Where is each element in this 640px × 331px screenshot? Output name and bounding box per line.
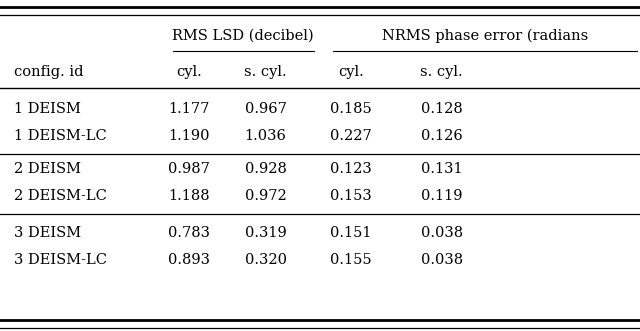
Text: config. id: config. id	[14, 65, 84, 79]
Text: s. cyl.: s. cyl.	[244, 65, 287, 79]
Text: s. cyl.: s. cyl.	[420, 65, 463, 79]
Text: 0.151: 0.151	[330, 226, 371, 240]
Text: 1.188: 1.188	[168, 189, 210, 203]
Text: 3 DEISM: 3 DEISM	[14, 226, 81, 240]
Text: RMS LSD (decibel): RMS LSD (decibel)	[172, 29, 314, 43]
Text: 0.038: 0.038	[420, 254, 463, 267]
Text: 3 DEISM-LC: 3 DEISM-LC	[14, 254, 107, 267]
Text: 0.227: 0.227	[330, 129, 372, 143]
Text: 0.783: 0.783	[168, 226, 210, 240]
Text: 0.128: 0.128	[420, 102, 463, 116]
Text: 0.320: 0.320	[244, 254, 287, 267]
Text: 0.928: 0.928	[244, 162, 287, 176]
Text: cyl.: cyl.	[176, 65, 202, 79]
Text: NRMS phase error (radians: NRMS phase error (radians	[381, 28, 588, 43]
Text: cyl.: cyl.	[338, 65, 364, 79]
Text: 0.126: 0.126	[420, 129, 463, 143]
Text: 0.893: 0.893	[168, 254, 210, 267]
Text: 0.123: 0.123	[330, 162, 372, 176]
Text: 0.119: 0.119	[421, 189, 462, 203]
Text: 2 DEISM: 2 DEISM	[14, 162, 81, 176]
Text: 1 DEISM: 1 DEISM	[14, 102, 81, 116]
Text: 0.967: 0.967	[244, 102, 287, 116]
Text: 0.038: 0.038	[420, 226, 463, 240]
Text: 1.036: 1.036	[244, 129, 287, 143]
Text: 0.185: 0.185	[330, 102, 372, 116]
Text: 2 DEISM-LC: 2 DEISM-LC	[14, 189, 107, 203]
Text: 0.155: 0.155	[330, 254, 372, 267]
Text: 1.190: 1.190	[168, 129, 209, 143]
Text: 0.319: 0.319	[244, 226, 287, 240]
Text: 1.177: 1.177	[168, 102, 209, 116]
Text: 0.987: 0.987	[168, 162, 210, 176]
Text: 0.153: 0.153	[330, 189, 372, 203]
Text: 0.972: 0.972	[244, 189, 287, 203]
Text: 0.131: 0.131	[420, 162, 463, 176]
Text: 1 DEISM-LC: 1 DEISM-LC	[14, 129, 107, 143]
